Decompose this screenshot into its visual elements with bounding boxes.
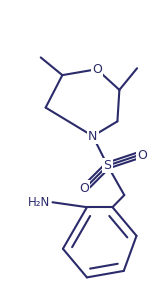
Text: O: O xyxy=(79,182,89,195)
Text: N: N xyxy=(88,130,97,143)
Text: H₂N: H₂N xyxy=(28,196,51,209)
Text: O: O xyxy=(92,63,102,76)
Text: S: S xyxy=(104,159,112,172)
Text: O: O xyxy=(137,149,147,162)
